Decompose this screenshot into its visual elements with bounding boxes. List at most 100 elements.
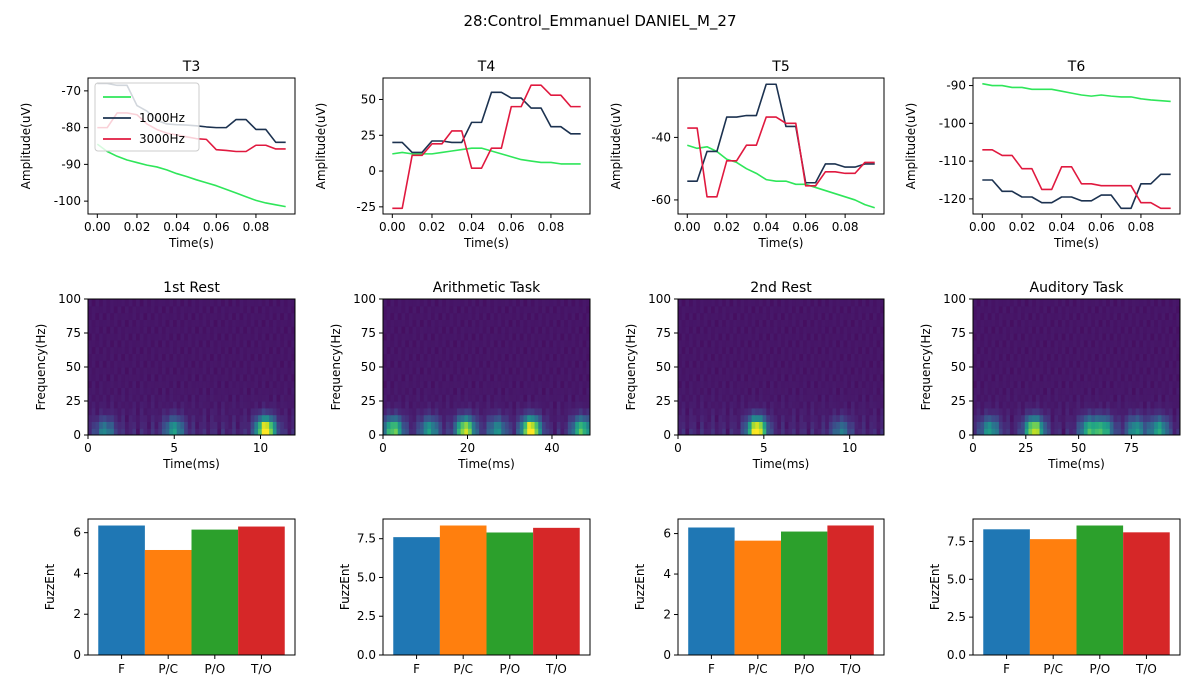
heatmap-cell [1161, 333, 1166, 341]
y-tick-label: 25 [361, 394, 376, 408]
heatmap-cell [1157, 326, 1163, 334]
x-axis-label: Time(s) [168, 236, 214, 250]
heatmap-cell [117, 339, 122, 348]
heatmap-cell [1054, 407, 1059, 416]
heatmap-cell [1028, 373, 1033, 382]
heatmap-cell [132, 333, 137, 341]
heatmap-cell [158, 428, 163, 435]
heatmap-cell [106, 387, 111, 395]
heatmap-cell [99, 346, 104, 354]
heatmap-cell [235, 428, 241, 435]
heatmap-cell [423, 299, 428, 307]
heatmap-cell [265, 387, 270, 395]
heatmap-cell [821, 380, 826, 388]
heatmap-cell [113, 333, 119, 341]
legend-box [94, 82, 200, 152]
heatmap-cell [136, 333, 141, 341]
heatmap-cell [1106, 312, 1111, 320]
heatmap-cell [1161, 353, 1166, 361]
heatmap-cell [283, 326, 289, 334]
heatmap-cell [733, 305, 738, 314]
heatmap-cell [512, 387, 517, 395]
heatmap-cell [235, 319, 241, 327]
heatmap-cell [169, 387, 174, 395]
heatmap-cell [869, 387, 874, 395]
heatmap-cell [269, 421, 274, 429]
heatmap-cell [291, 414, 295, 422]
heatmap-cell [272, 421, 278, 429]
heatmap-cell [88, 333, 93, 341]
heatmap-cell [545, 428, 550, 435]
heatmap-cell [541, 333, 547, 341]
heatmap-cell [501, 380, 506, 388]
heatmap-cell [685, 407, 690, 416]
heatmap-cell [980, 319, 985, 327]
heatmap-cell [224, 401, 230, 409]
heatmap-cell [1146, 394, 1152, 402]
heatmap-cell [254, 353, 259, 361]
heatmap-cell [733, 380, 738, 388]
heatmap-cell [206, 373, 211, 382]
heatmap-cell [578, 339, 584, 348]
heatmap-cell [1006, 326, 1011, 334]
heatmap-cell [795, 401, 800, 409]
heatmap-cell [501, 407, 506, 416]
heatmap-cell [527, 401, 532, 409]
heatmap-cell [442, 387, 447, 395]
heatmap-cell [501, 414, 506, 422]
heatmap-cell [828, 387, 834, 395]
heatmap-cell [1021, 387, 1026, 395]
heatmap-cell [427, 360, 432, 368]
heatmap-cell [191, 326, 196, 334]
heatmap-cell [254, 380, 259, 388]
heatmap-cell [998, 414, 1004, 422]
heatmap-cell [136, 305, 141, 314]
heatmap-cell [769, 319, 775, 327]
heatmap-cell [692, 333, 697, 341]
heatmap-cell [545, 414, 550, 422]
heatmap-cell [246, 299, 252, 307]
heatmap-cell [722, 428, 727, 435]
heatmap-cell [258, 387, 263, 395]
heatmap-cell [1054, 353, 1059, 361]
heatmap-cell [239, 401, 244, 409]
heatmap-cell [460, 428, 465, 435]
heatmap-cell [788, 312, 793, 320]
heatmap-cell [1157, 360, 1163, 368]
heatmap [88, 299, 295, 435]
heatmap-cell [154, 312, 159, 320]
heatmap-cell [412, 428, 417, 435]
heatmap-cell [486, 428, 491, 435]
heatmap-cell [1094, 339, 1100, 348]
heatmap-cell [246, 326, 252, 334]
heatmap-cell [1139, 428, 1144, 435]
heatmap-cell [865, 326, 870, 334]
heatmap-cell [213, 299, 218, 307]
heatmap-cell [1113, 414, 1118, 422]
heatmap-cell [95, 421, 100, 429]
heatmap-cell [261, 299, 267, 307]
heatmap-cell [987, 305, 993, 314]
heatmap-cell [254, 299, 259, 307]
heatmap-cell [1028, 380, 1033, 388]
heatmap-cell [427, 299, 432, 307]
heatmap-cell [729, 346, 734, 354]
heatmap-cell [538, 353, 543, 361]
heatmap-cell [276, 326, 281, 334]
heatmap-cell [1176, 305, 1180, 314]
heatmap-cell [567, 339, 573, 348]
heatmap-cell [490, 333, 495, 341]
heatmap-cell [445, 339, 451, 348]
heatmap-cell [1028, 367, 1033, 375]
heatmap-cell [736, 407, 742, 416]
heatmap-cell [519, 380, 525, 388]
heatmap-cell [1028, 312, 1033, 320]
heatmap-cell [1150, 373, 1155, 382]
heatmap-cell [530, 373, 536, 382]
heatmap-cell [549, 380, 554, 388]
heatmap-cell [582, 407, 587, 416]
heatmap-cell [213, 414, 218, 422]
heatmap-cell [423, 414, 428, 422]
heatmap-cell [1150, 305, 1155, 314]
heatmap-cell [1102, 367, 1107, 375]
